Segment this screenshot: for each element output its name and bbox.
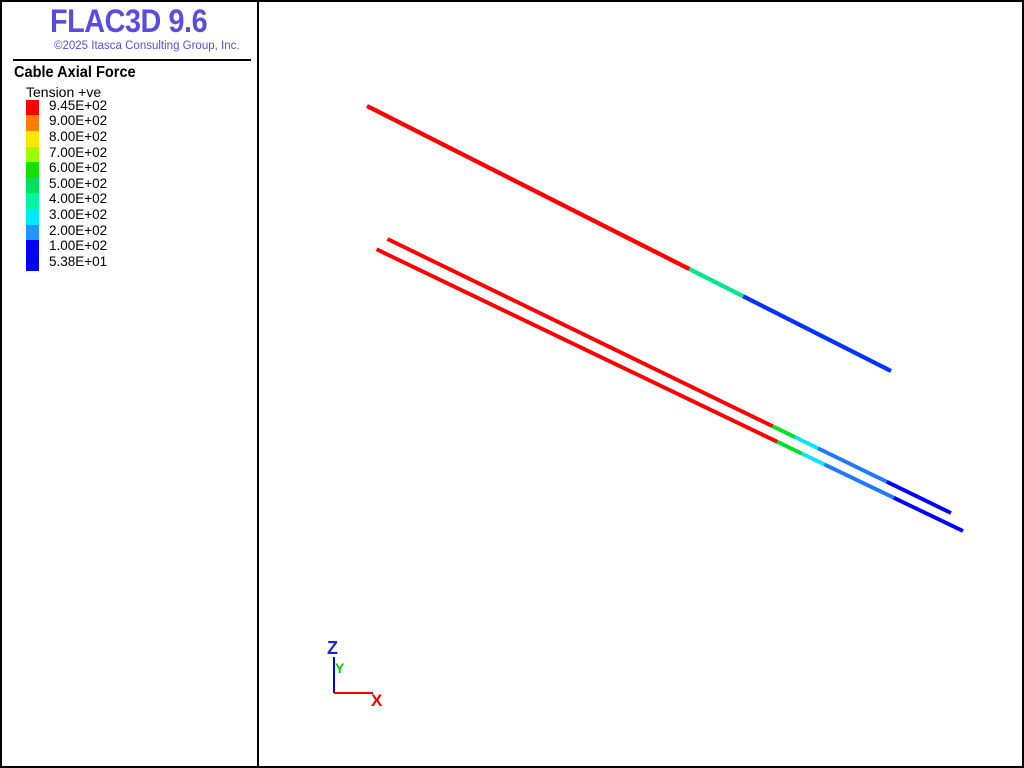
svg-text:X: X: [371, 691, 383, 710]
svg-text:Z: Z: [327, 638, 338, 658]
svg-text:Y: Y: [335, 660, 345, 676]
